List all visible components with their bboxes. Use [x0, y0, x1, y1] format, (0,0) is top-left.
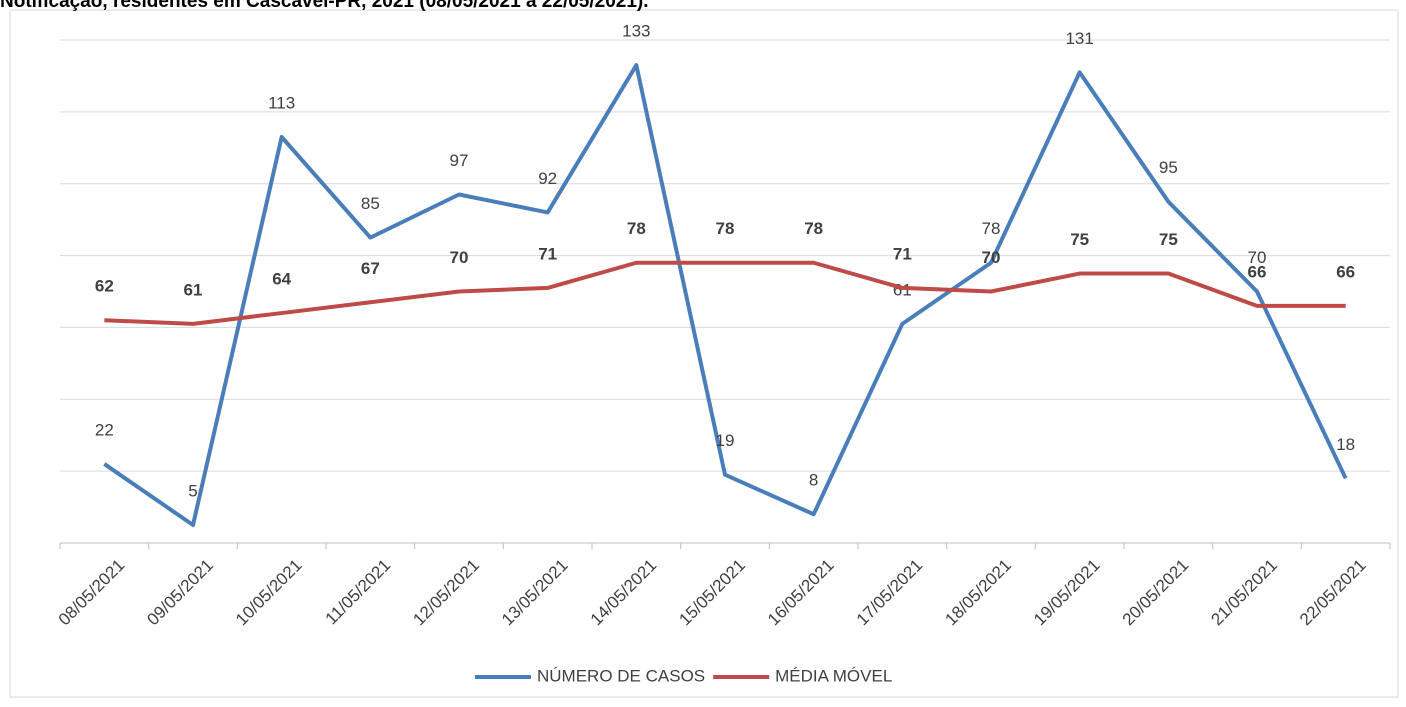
- x-tick-label: 19/05/2021: [1030, 556, 1104, 630]
- chart-title: Notificação, residentes em Cascavel-PR, …: [0, 0, 649, 12]
- data-label: 64: [272, 270, 291, 289]
- legend-label: NÚMERO DE CASOS: [537, 666, 705, 685]
- data-label: 78: [716, 219, 735, 238]
- data-label: 78: [982, 219, 1001, 238]
- data-label: 75: [1159, 230, 1178, 249]
- data-label: 8: [809, 471, 818, 490]
- data-label: 70: [1248, 248, 1267, 267]
- data-label: 18: [1336, 435, 1355, 454]
- x-tick-label: 13/05/2021: [498, 556, 572, 630]
- x-tick-label: 11/05/2021: [322, 556, 395, 629]
- data-label: 19: [716, 431, 735, 450]
- x-tick-label: 22/05/2021: [1296, 556, 1370, 630]
- chart-border: [9, 9, 1399, 698]
- x-tick-label: 10/05/2021: [232, 556, 306, 630]
- series-line: [104, 260, 1346, 326]
- x-tick-label: 08/05/2021: [55, 556, 129, 630]
- data-label: 70: [982, 248, 1001, 267]
- data-label: 66: [1336, 262, 1355, 281]
- x-tick-label: 20/05/2021: [1119, 556, 1193, 630]
- data-label: 113: [268, 93, 295, 112]
- data-label: 78: [804, 219, 823, 238]
- data-label: 133: [622, 22, 650, 41]
- x-tick-label: 17/05/2021: [853, 556, 927, 630]
- data-label: 85: [361, 194, 380, 213]
- data-label: 95: [1159, 158, 1178, 177]
- x-tick-label: 16/05/2021: [764, 556, 838, 630]
- data-label: 78: [627, 219, 646, 238]
- data-label: 75: [1070, 230, 1089, 249]
- data-label: 67: [361, 259, 380, 278]
- data-label: 92: [538, 169, 557, 188]
- x-tick-label: 12/05/2021: [409, 556, 483, 630]
- x-tick-label: 14/05/2021: [587, 556, 661, 630]
- data-label: 66: [1248, 262, 1267, 281]
- data-label: 131: [1065, 29, 1093, 48]
- series-line: [103, 63, 1348, 528]
- legend-label: MÉDIA MÓVEL: [775, 666, 892, 685]
- data-label: 71: [538, 244, 557, 263]
- data-label: 97: [450, 151, 469, 170]
- data-label: 70: [450, 248, 469, 267]
- data-label: 62: [95, 277, 114, 296]
- data-label: 61: [184, 280, 203, 299]
- data-label: 71: [893, 244, 912, 263]
- data-label: 22: [95, 420, 114, 439]
- data-label: 5: [188, 482, 197, 501]
- x-tick-label: 21/05/2021: [1207, 556, 1281, 630]
- x-tick-label: 15/05/2021: [675, 556, 749, 630]
- x-tick-label: 09/05/2021: [143, 556, 217, 630]
- x-tick-label: 18/05/2021: [941, 556, 1015, 630]
